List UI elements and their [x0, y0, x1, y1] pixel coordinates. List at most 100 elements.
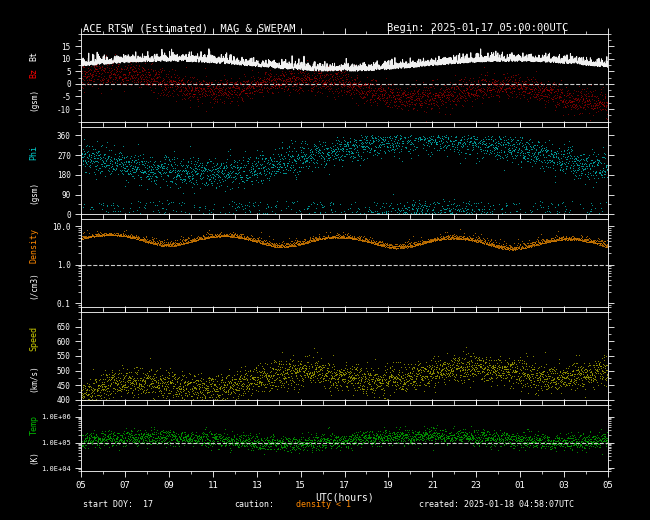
- Point: [441, 434, 452, 442]
- Point: [409, 99, 419, 108]
- Point: [448, 195, 459, 203]
- Point: [98, 231, 108, 240]
- Point: [570, 234, 580, 242]
- Point: [285, 87, 295, 96]
- Point: [143, 239, 153, 247]
- Point: [192, 391, 203, 399]
- Point: [142, 431, 153, 439]
- Point: [402, 138, 412, 147]
- Point: [517, 79, 528, 87]
- Point: [202, 438, 213, 446]
- Point: [116, 76, 127, 84]
- Point: [379, 137, 389, 145]
- Point: [99, 150, 109, 158]
- Point: [285, 240, 295, 249]
- Point: [320, 444, 331, 452]
- Point: [430, 235, 440, 243]
- Point: [312, 442, 322, 450]
- Point: [147, 80, 157, 88]
- Point: [577, 109, 587, 118]
- Point: [166, 73, 176, 81]
- Point: [142, 172, 153, 180]
- Point: [406, 375, 417, 383]
- Point: [246, 374, 257, 382]
- Point: [548, 439, 558, 448]
- Point: [341, 87, 352, 95]
- Point: [218, 232, 228, 241]
- Point: [91, 148, 101, 156]
- Point: [317, 435, 328, 444]
- Point: [81, 234, 91, 242]
- Point: [371, 199, 382, 207]
- Point: [270, 438, 281, 447]
- Point: [280, 440, 290, 449]
- Point: [317, 75, 328, 84]
- Point: [426, 140, 437, 148]
- Point: [288, 377, 298, 385]
- Point: [585, 365, 595, 373]
- Point: [554, 232, 564, 241]
- Point: [109, 230, 119, 239]
- Point: [112, 154, 123, 162]
- Point: [516, 244, 526, 253]
- Point: [499, 244, 510, 253]
- Point: [322, 144, 332, 152]
- Point: [340, 80, 350, 88]
- Point: [470, 370, 480, 378]
- Point: [586, 238, 596, 246]
- Point: [155, 389, 166, 397]
- Point: [347, 76, 358, 84]
- Point: [211, 164, 221, 173]
- Point: [471, 436, 481, 444]
- Point: [163, 240, 174, 249]
- Point: [212, 395, 222, 403]
- Point: [103, 207, 113, 216]
- Point: [214, 230, 224, 238]
- Point: [476, 145, 486, 153]
- Point: [429, 369, 439, 377]
- Point: [470, 89, 480, 98]
- Point: [372, 239, 383, 248]
- Point: [298, 62, 309, 70]
- Point: [519, 242, 530, 251]
- Point: [356, 232, 366, 240]
- Point: [430, 388, 441, 396]
- Point: [382, 133, 392, 141]
- Point: [387, 242, 397, 250]
- Point: [481, 240, 491, 249]
- Point: [508, 244, 519, 253]
- Point: [543, 236, 554, 244]
- Point: [345, 232, 356, 241]
- Point: [229, 378, 240, 386]
- Point: [582, 101, 592, 110]
- Point: [364, 238, 374, 246]
- Point: [103, 167, 114, 176]
- Point: [411, 363, 422, 372]
- Point: [540, 92, 550, 100]
- Point: [571, 99, 581, 108]
- Point: [335, 382, 346, 391]
- Point: [77, 431, 87, 439]
- Point: [285, 435, 296, 444]
- Point: [481, 85, 491, 94]
- Point: [168, 382, 179, 391]
- Point: [415, 135, 425, 144]
- Point: [245, 441, 255, 450]
- Point: [406, 372, 416, 380]
- Point: [535, 79, 545, 87]
- Point: [535, 371, 545, 379]
- Point: [414, 381, 424, 389]
- Point: [135, 434, 145, 443]
- Point: [523, 243, 534, 252]
- Point: [597, 236, 607, 244]
- Point: [328, 76, 338, 85]
- Point: [281, 161, 292, 169]
- Point: [601, 440, 611, 448]
- Point: [266, 242, 277, 250]
- Point: [457, 133, 467, 141]
- Point: [364, 376, 374, 384]
- Point: [102, 440, 112, 448]
- Point: [361, 367, 372, 375]
- Point: [520, 438, 530, 447]
- Point: [109, 435, 120, 443]
